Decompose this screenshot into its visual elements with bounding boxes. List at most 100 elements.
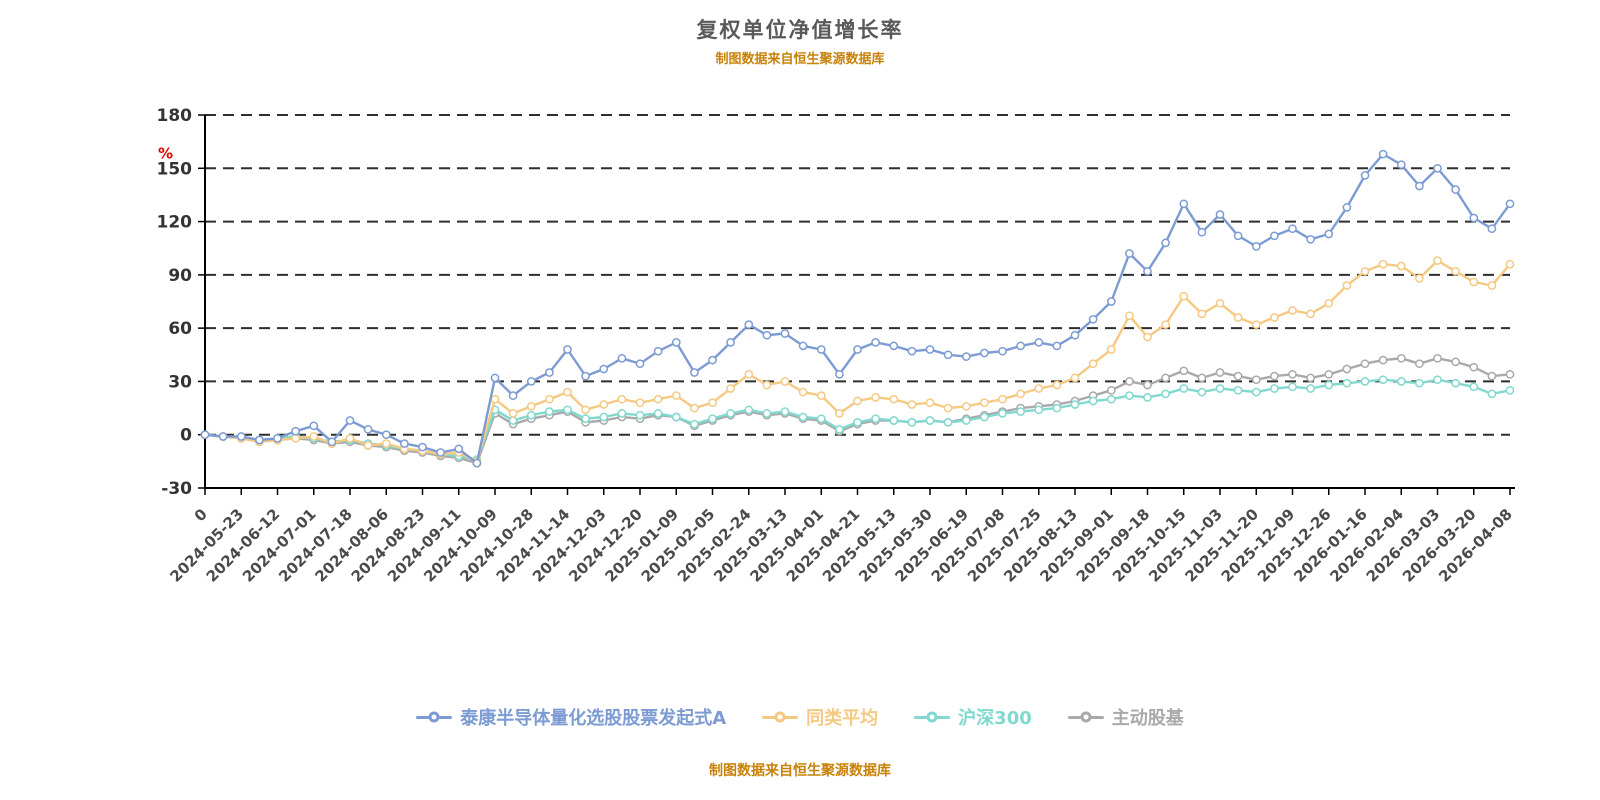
data-point-marker bbox=[1342, 364, 1352, 374]
data-point-marker bbox=[1415, 378, 1424, 388]
data-point-marker bbox=[853, 417, 862, 427]
data-point-marker bbox=[1161, 238, 1170, 248]
data-point-marker bbox=[1270, 371, 1279, 381]
data-point-marker bbox=[1469, 382, 1479, 392]
y-tick-label: 150 bbox=[157, 159, 193, 179]
data-point-marker bbox=[1342, 203, 1352, 212]
data-point-marker bbox=[1342, 281, 1352, 290]
data-point-marker bbox=[1378, 375, 1388, 385]
data-point-marker bbox=[526, 377, 536, 386]
data-point-marker bbox=[1306, 309, 1315, 319]
data-point-marker bbox=[1125, 311, 1134, 321]
data-point-marker bbox=[708, 414, 717, 424]
data-point-marker bbox=[1070, 400, 1080, 409]
data-point-marker bbox=[835, 369, 844, 379]
data-point-marker bbox=[1143, 380, 1152, 390]
y-tick-label: 30 bbox=[168, 372, 192, 392]
legend-item-1[interactable]: 同类平均 bbox=[762, 704, 878, 730]
data-point-marker bbox=[1415, 359, 1424, 369]
data-point-marker bbox=[1342, 378, 1352, 388]
data-point-marker bbox=[1215, 210, 1225, 219]
data-point-marker bbox=[1469, 213, 1479, 223]
data-point-marker bbox=[1143, 332, 1152, 342]
data-point-marker bbox=[1215, 368, 1225, 377]
data-point-marker bbox=[889, 394, 899, 404]
data-point-marker bbox=[1106, 297, 1116, 306]
data-point-marker bbox=[907, 417, 917, 427]
data-point-marker bbox=[1451, 357, 1460, 367]
data-point-marker bbox=[363, 425, 373, 434]
data-point-marker bbox=[508, 416, 518, 425]
series-3 bbox=[200, 353, 1515, 468]
data-point-marker bbox=[1251, 242, 1261, 251]
data-point-marker bbox=[1088, 396, 1098, 406]
data-point-marker bbox=[653, 394, 663, 404]
y-tick-label: -30 bbox=[161, 479, 192, 499]
data-point-marker bbox=[762, 380, 772, 390]
x-tick-label: 0 bbox=[191, 505, 211, 525]
data-point-marker bbox=[889, 341, 899, 351]
data-point-marker bbox=[1324, 229, 1334, 239]
data-point-marker bbox=[780, 407, 790, 416]
data-point-marker bbox=[816, 391, 826, 400]
data-point-marker bbox=[1233, 371, 1243, 381]
data-point-marker bbox=[1378, 355, 1388, 365]
legend-marker-icon bbox=[416, 708, 453, 726]
data-point-marker bbox=[545, 368, 554, 377]
data-point-marker bbox=[1106, 345, 1116, 354]
data-point-marker bbox=[816, 345, 826, 354]
data-point-marker bbox=[708, 398, 717, 408]
data-point-marker bbox=[835, 425, 844, 434]
data-point-marker bbox=[1197, 227, 1207, 237]
data-point-marker bbox=[1034, 405, 1044, 415]
data-point-marker bbox=[980, 348, 989, 358]
data-point-marker bbox=[1433, 353, 1442, 363]
data-point-marker bbox=[943, 403, 953, 413]
chart-subtitle: 制图数据来自恒生聚源数据库 bbox=[715, 52, 885, 67]
data-point-marker bbox=[563, 345, 572, 354]
data-point-marker bbox=[617, 409, 627, 418]
legend-item-0[interactable]: 泰康半导体量化选股股票发起式A bbox=[416, 704, 726, 730]
data-point-marker bbox=[508, 409, 518, 418]
data-point-marker bbox=[925, 345, 935, 354]
legend-item-2[interactable]: 沪深300 bbox=[914, 704, 1032, 730]
data-point-marker bbox=[563, 387, 572, 397]
data-point-marker bbox=[744, 405, 754, 415]
data-point-marker bbox=[1251, 375, 1261, 385]
data-point-marker bbox=[526, 410, 536, 420]
data-point-marker bbox=[1469, 362, 1479, 372]
data-point-marker bbox=[1215, 298, 1225, 308]
data-point-marker bbox=[1197, 309, 1207, 319]
data-point-marker bbox=[889, 416, 899, 425]
data-point-marker bbox=[1034, 384, 1044, 393]
data-point-marker bbox=[1360, 266, 1370, 276]
data-point-marker bbox=[472, 458, 482, 468]
data-point-marker bbox=[980, 398, 989, 408]
data-point-marker bbox=[1288, 369, 1297, 379]
data-point-marker bbox=[309, 432, 319, 441]
line-chart: -30 0 30 60 90 120 150 180% 02024-05-232024-06-1… bbox=[157, 106, 1516, 586]
data-point-marker bbox=[381, 430, 391, 440]
data-point-marker bbox=[835, 409, 844, 418]
data-point-marker bbox=[1415, 274, 1424, 283]
data-point-marker bbox=[1415, 181, 1424, 191]
data-point-marker bbox=[508, 391, 518, 400]
data-point-marker bbox=[218, 432, 228, 441]
data-point-marker bbox=[798, 387, 808, 397]
data-point-marker bbox=[961, 416, 971, 425]
data-point-marker bbox=[1433, 375, 1442, 385]
y-tick-label: 120 bbox=[157, 213, 193, 233]
data-point-marker bbox=[563, 405, 572, 415]
data-point-marker bbox=[1016, 389, 1025, 399]
data-point-marker bbox=[545, 394, 554, 404]
series-line bbox=[203, 259, 1512, 463]
data-point-marker bbox=[1451, 378, 1460, 388]
data-point-marker bbox=[1143, 393, 1152, 402]
data-point-marker bbox=[1306, 373, 1315, 383]
data-point-marker bbox=[1106, 394, 1116, 404]
legend-item-3[interactable]: 主动股基 bbox=[1067, 704, 1184, 730]
data-point-marker bbox=[925, 416, 935, 425]
data-point-marker bbox=[943, 417, 953, 427]
data-point-marker bbox=[1070, 330, 1080, 340]
